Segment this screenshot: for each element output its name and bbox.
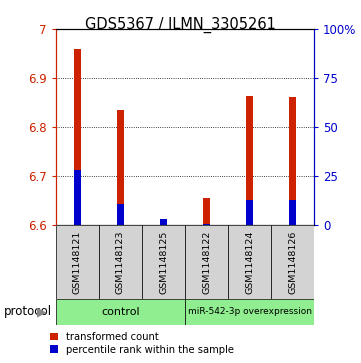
Bar [246,96,253,225]
Bar [56,225,99,299]
Text: GSM1148121: GSM1148121 [73,231,82,294]
Bar [271,225,314,299]
Text: GSM1148123: GSM1148123 [116,231,125,294]
Bar [185,225,228,299]
Bar [74,49,81,225]
Bar [142,225,185,299]
Bar [99,225,142,299]
Text: GSM1148124: GSM1148124 [245,231,254,294]
Text: GSM1148122: GSM1148122 [202,231,211,294]
Bar [160,219,168,225]
Bar [203,198,210,225]
Bar [289,200,296,225]
Bar [185,299,314,325]
Text: GSM1148126: GSM1148126 [288,231,297,294]
Text: miR-542-3p overexpression: miR-542-3p overexpression [188,307,312,316]
Bar [160,220,168,225]
Text: protocol: protocol [4,305,52,318]
Text: ▶: ▶ [37,305,46,318]
Bar [228,225,271,299]
Bar [56,299,185,325]
Bar [117,204,124,225]
Bar [117,110,124,225]
Bar [74,170,81,225]
Bar [289,97,296,225]
Bar [203,224,210,225]
Text: control: control [101,307,140,317]
Bar [246,200,253,225]
Text: GSM1148125: GSM1148125 [159,231,168,294]
Text: GDS5367 / ILMN_3305261: GDS5367 / ILMN_3305261 [85,16,276,33]
Legend: transformed count, percentile rank within the sample: transformed count, percentile rank withi… [48,330,236,356]
